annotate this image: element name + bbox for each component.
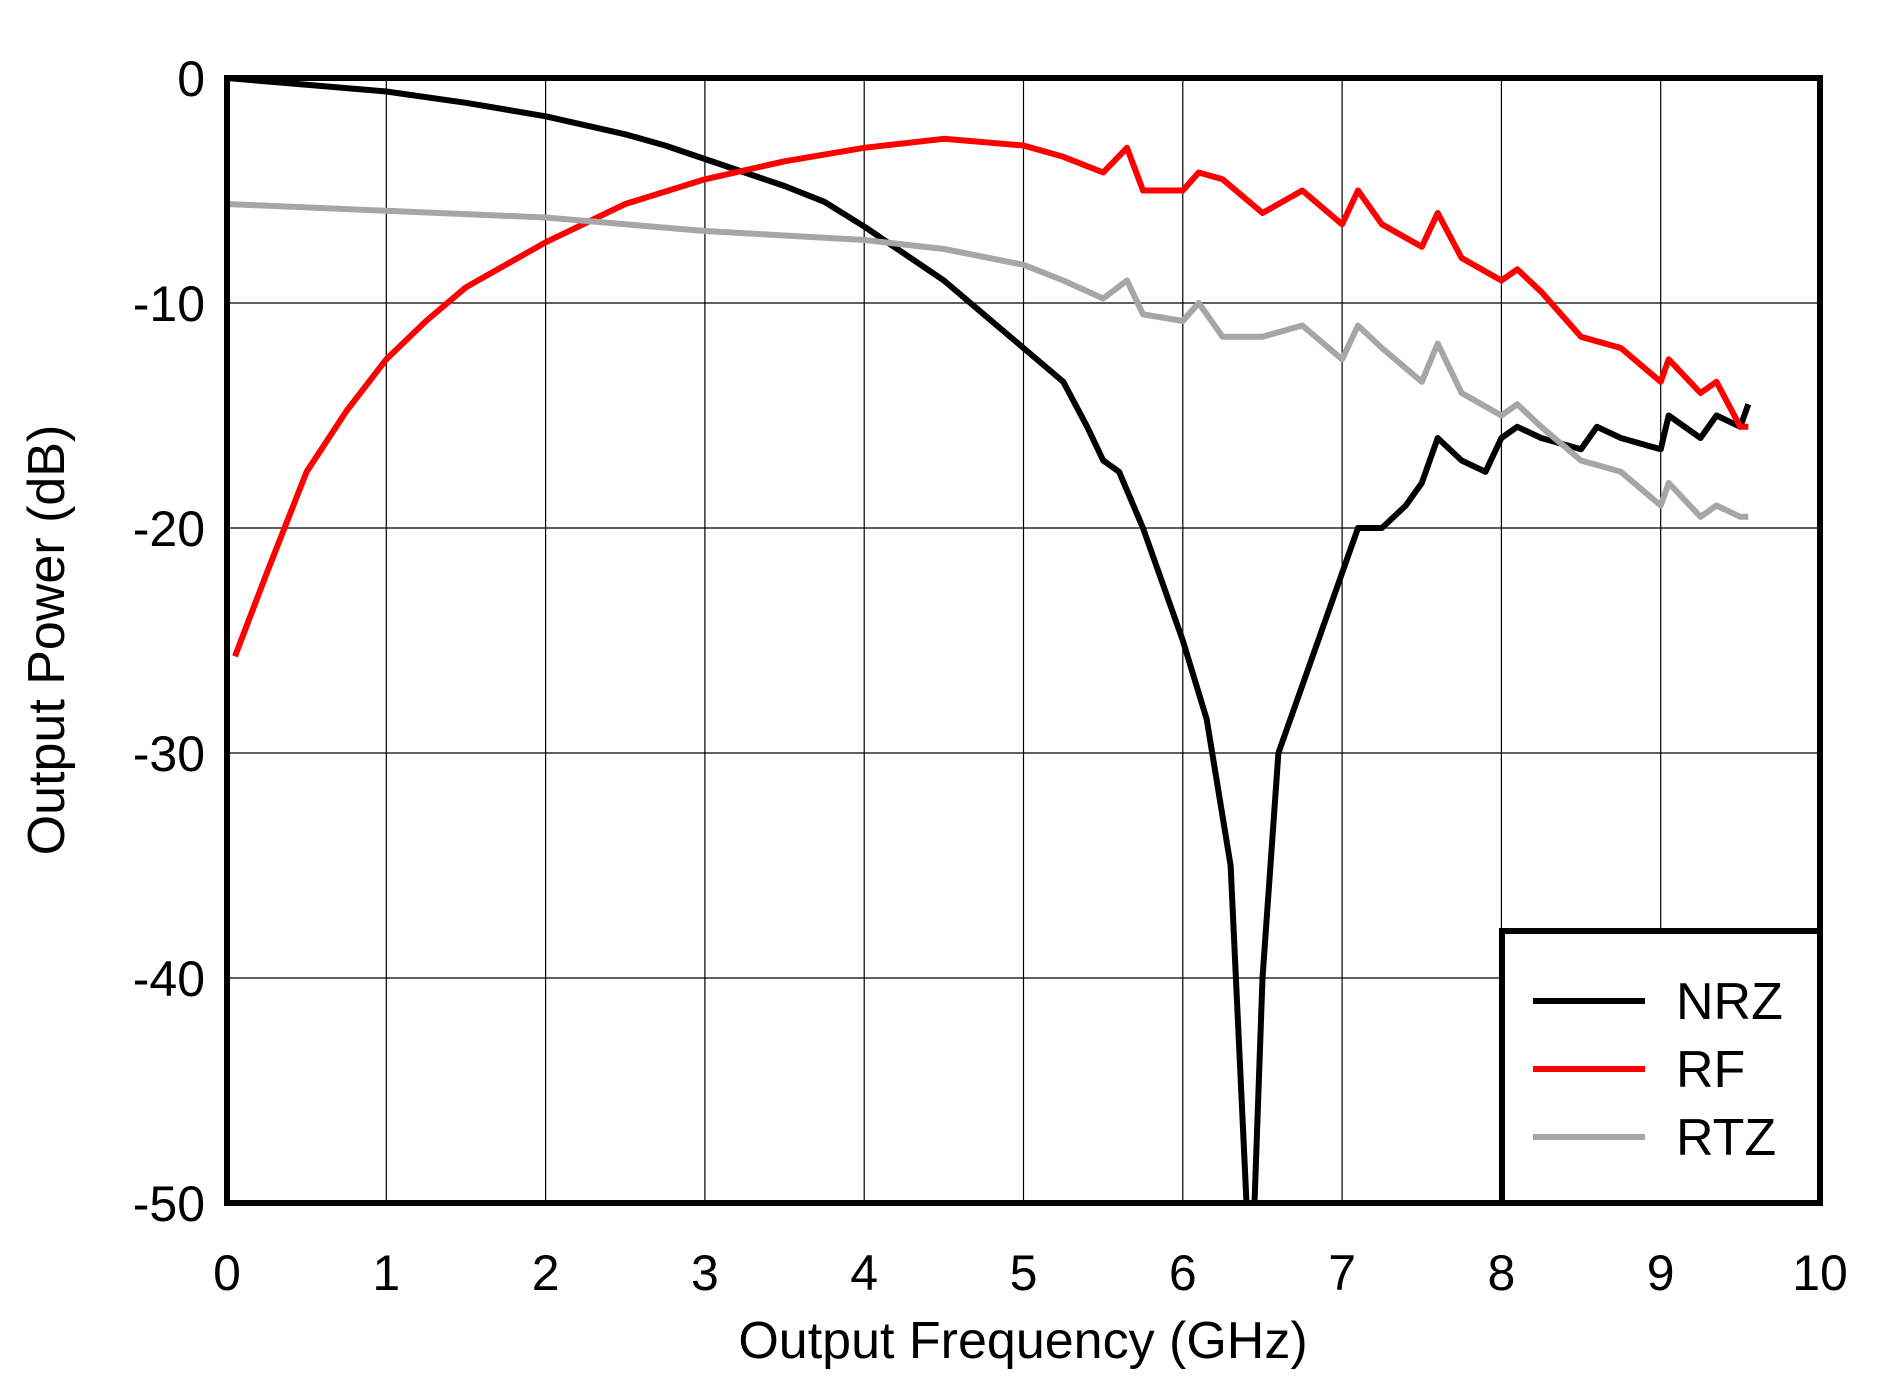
legend: NRZ RF RTZ	[1499, 928, 1823, 1206]
x-tick-label: 8	[1487, 1245, 1515, 1301]
legend-label-nrz: NRZ	[1676, 973, 1783, 1031]
y-tick-label: -10	[133, 276, 205, 332]
x-tick-label: 3	[691, 1245, 719, 1301]
x-tick-label: 7	[1328, 1245, 1356, 1301]
y-tick-label: -20	[133, 501, 205, 557]
y-tick-label: 0	[177, 51, 205, 107]
y-axis-label: Output Power (dB)	[18, 425, 76, 856]
legend-label-rtz: RTZ	[1676, 1109, 1776, 1167]
x-tick-label: 9	[1647, 1245, 1675, 1301]
x-tick-label: 5	[1010, 1245, 1038, 1301]
x-tick-label: 10	[1792, 1245, 1848, 1301]
x-tick-label: 0	[213, 1245, 241, 1301]
y-tick-label: -40	[133, 951, 205, 1007]
x-tick-labels: 0 1 2 3 4 5 6 7 8 9 10	[213, 1245, 1848, 1301]
x-tick-label: 2	[532, 1245, 560, 1301]
x-axis-label: Output Frequency (GHz)	[738, 1312, 1307, 1370]
y-tick-label: -30	[133, 726, 205, 782]
x-tick-label: 6	[1169, 1245, 1197, 1301]
series-rtz-line	[226, 201, 1749, 520]
x-tick-label: 4	[850, 1245, 878, 1301]
y-tick-labels: 0 -10 -20 -30 -40 -50	[133, 51, 205, 1232]
y-tick-label: -50	[133, 1176, 205, 1232]
x-tick-label: 1	[372, 1245, 400, 1301]
series-rf-line	[232, 135, 1749, 658]
legend-label-rf: RF	[1676, 1041, 1745, 1099]
plot-frame	[224, 75, 1823, 1206]
